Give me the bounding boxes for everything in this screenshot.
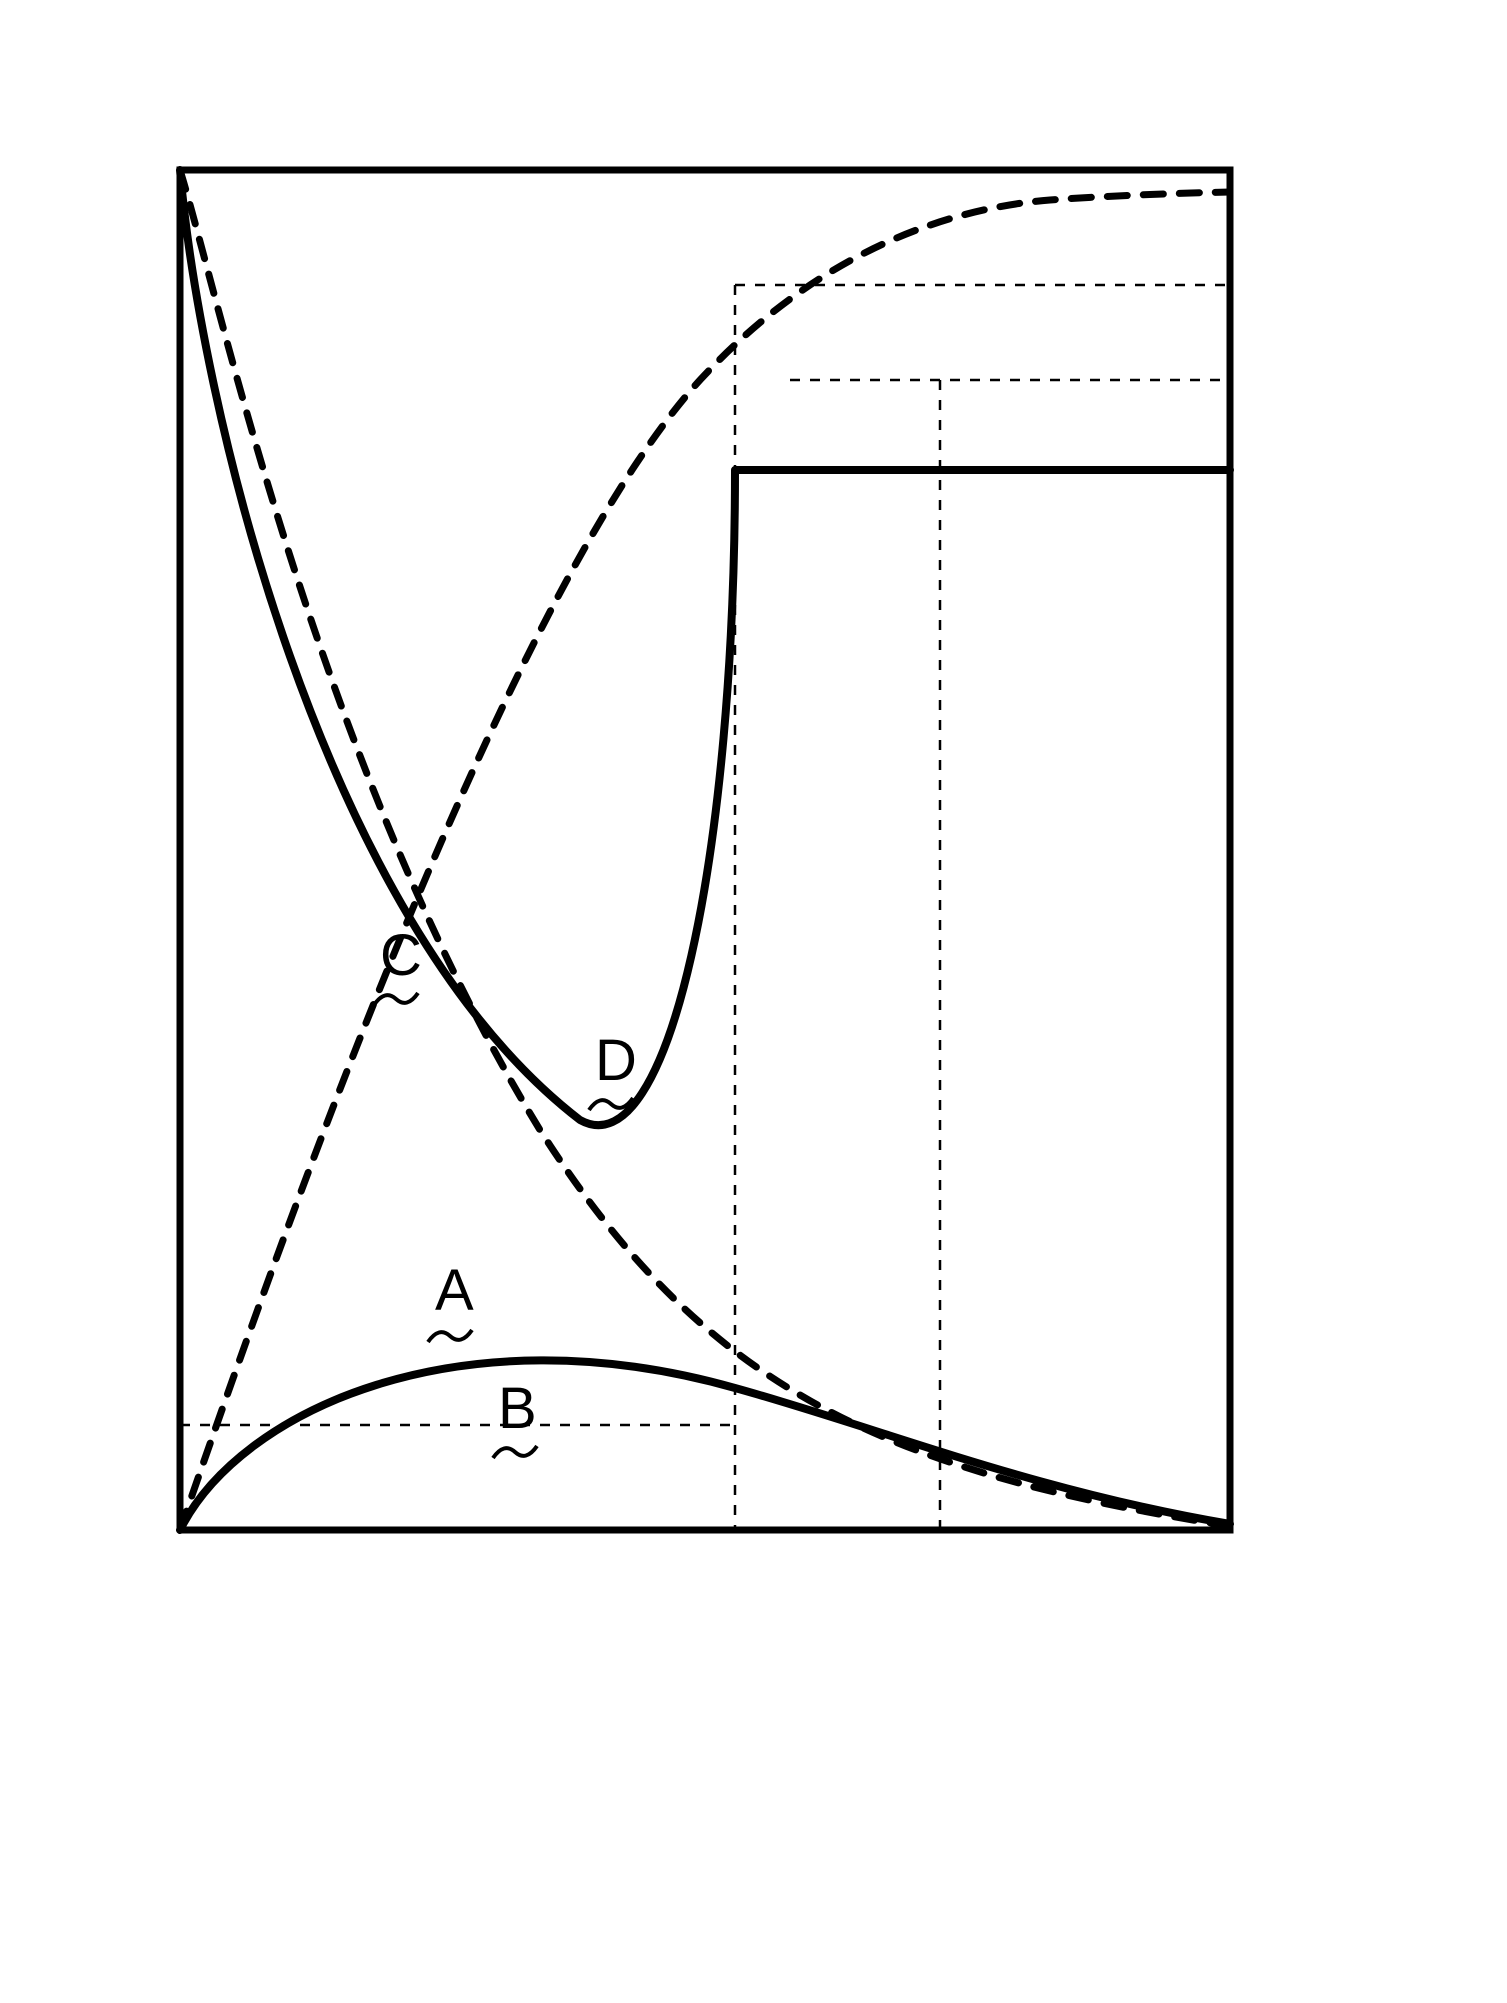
lead-squiggle (428, 1330, 472, 1342)
figure-container: CADB (0, 0, 1507, 2003)
chart-svg: CADB (0, 0, 1507, 2003)
lead-squiggle (493, 1446, 537, 1458)
curve-label-D: D (595, 1028, 637, 1093)
curve-B (180, 1360, 1230, 1530)
curve-label-B: B (498, 1376, 537, 1441)
curve-D (180, 170, 1230, 1125)
lead-squiggle (374, 993, 418, 1005)
curve-label-A: A (435, 1258, 474, 1323)
